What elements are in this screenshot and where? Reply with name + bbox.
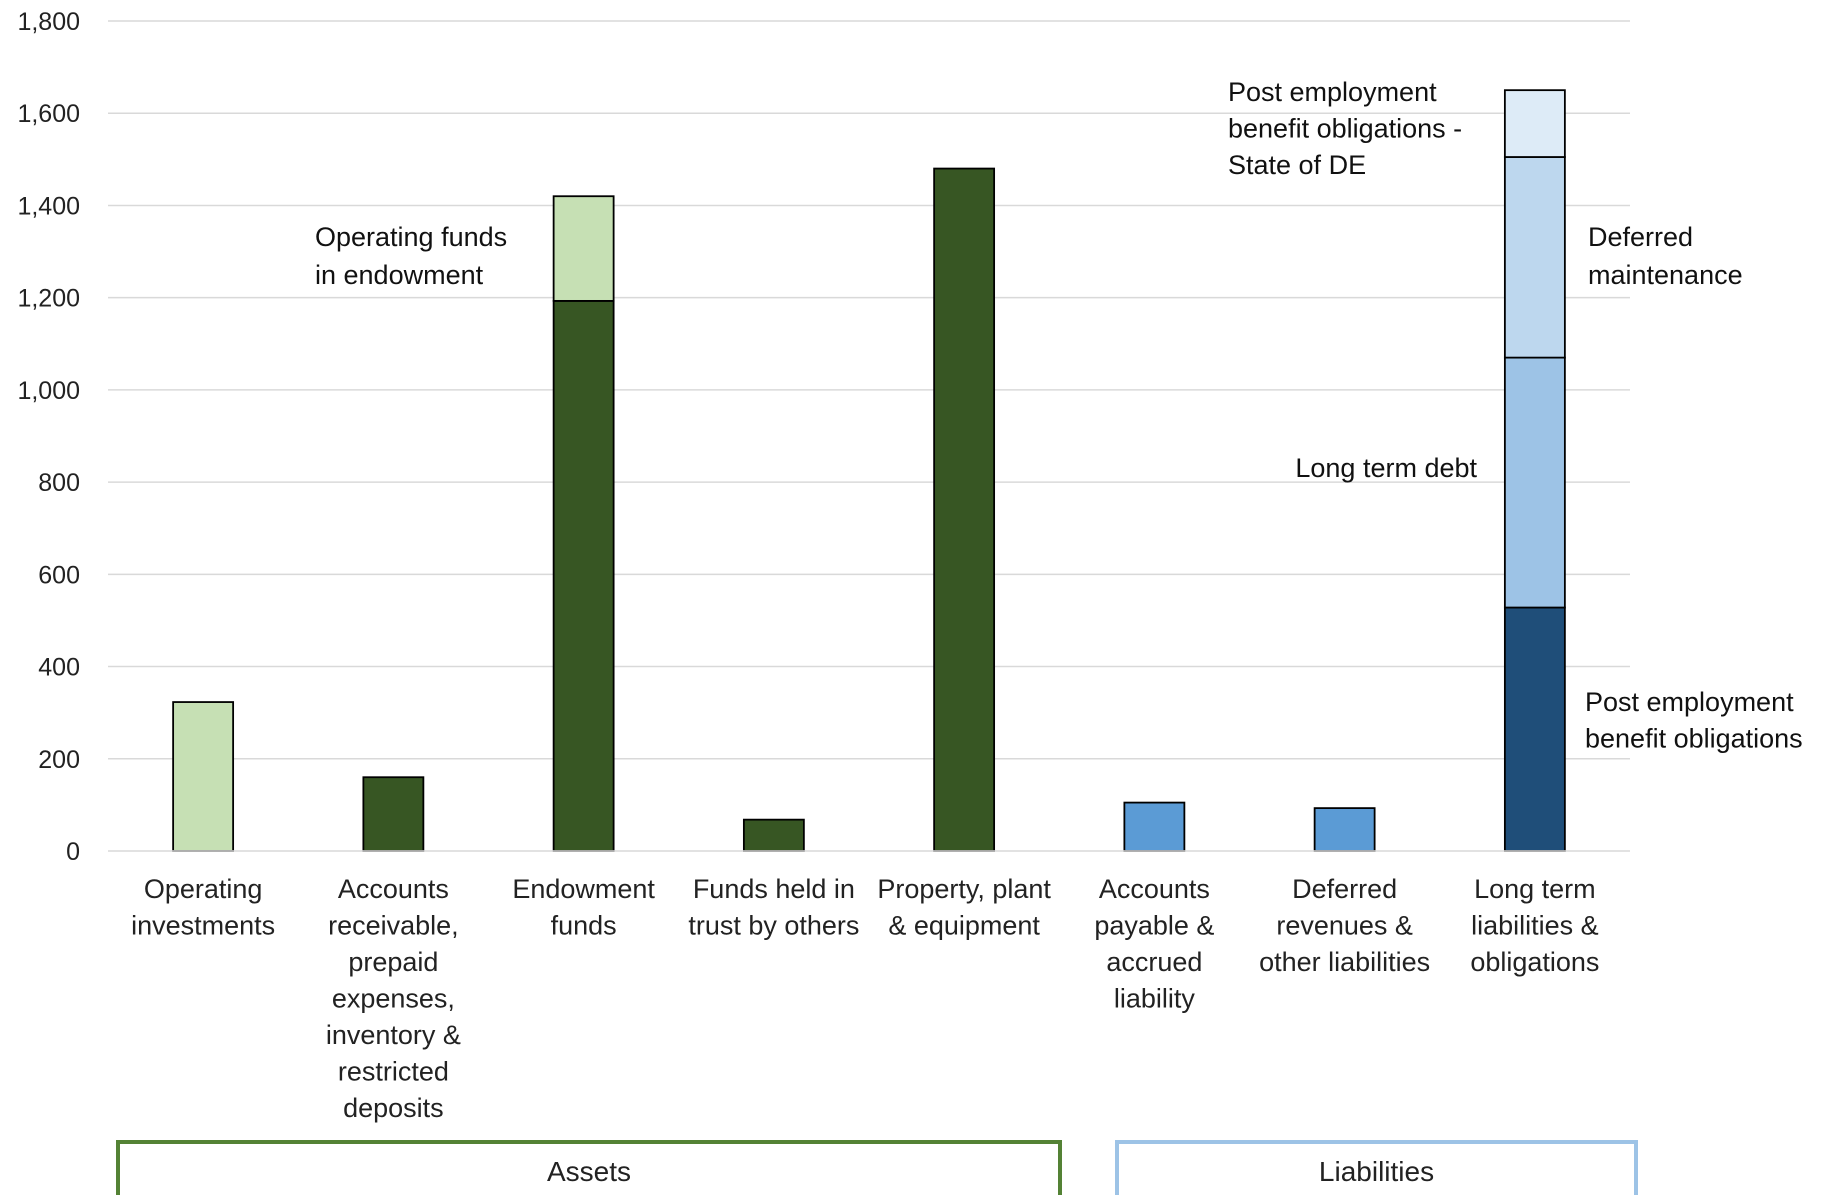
bar-segment bbox=[1313, 807, 1376, 852]
group-label: Liabilities bbox=[1319, 1156, 1434, 1187]
bar-stack bbox=[552, 195, 615, 852]
bar-stack bbox=[1313, 807, 1376, 852]
bar-segment bbox=[1123, 801, 1186, 852]
x-category-label: Funds held in trust by others bbox=[688, 874, 859, 941]
x-category-label: Long term liabilities & obligations bbox=[1470, 874, 1599, 977]
bar-segment bbox=[552, 299, 615, 852]
x-axis: Operating investments Accounts receivable, p… bbox=[131, 874, 1599, 1123]
gridlines bbox=[108, 20, 1630, 760]
group-box: Assets bbox=[116, 1140, 1062, 1195]
y-tick-label: 1,200 bbox=[17, 285, 80, 313]
annotation-label: Deferred maintenance bbox=[1588, 222, 1743, 290]
y-tick-label: 1,800 bbox=[17, 8, 80, 36]
group-boxes: Assets Liabilities bbox=[116, 1140, 1638, 1195]
annotations: Operating funds in endowment Post employme… bbox=[315, 77, 1803, 754]
y-tick-label: 600 bbox=[38, 561, 80, 589]
x-category-label: Deferred revenues & other liabilities bbox=[1259, 874, 1430, 977]
bar-segment bbox=[1503, 356, 1566, 609]
bar-stack bbox=[1503, 89, 1566, 852]
bar-stack bbox=[172, 701, 235, 852]
y-tick-label: 400 bbox=[38, 654, 80, 682]
y-tick-label: 1,000 bbox=[17, 377, 80, 405]
y-axis: 0 200 400 600 800 1,000 1,200 1,400 1,600 1,800 bbox=[17, 8, 80, 866]
bar-segment bbox=[552, 195, 615, 302]
y-tick-label: 0 bbox=[66, 838, 80, 866]
bar-segment bbox=[362, 776, 425, 852]
bar-stack bbox=[933, 167, 996, 852]
annotation-label: Post employment benefit obligations -Stat… bbox=[1228, 77, 1462, 180]
group-box-frame bbox=[116, 1140, 1062, 1195]
bar-segment bbox=[1503, 156, 1566, 359]
bar-stack bbox=[1123, 801, 1186, 852]
group-box: Liabilities bbox=[1115, 1140, 1638, 1195]
bar-segment bbox=[1503, 606, 1566, 852]
y-tick-label: 1,600 bbox=[17, 100, 80, 128]
annotation-label: Operating funds in endowment bbox=[315, 222, 507, 290]
group-label: Assets bbox=[547, 1156, 631, 1187]
annotation-label: Post employment benefit obligations bbox=[1585, 687, 1803, 754]
y-tick-label: 1,400 bbox=[17, 192, 80, 220]
x-category-label: Accounts payable & accrued liability bbox=[1094, 874, 1214, 1014]
bar-segment bbox=[1503, 89, 1566, 158]
bar-stack bbox=[742, 818, 805, 852]
x-category-label: Operating investments bbox=[131, 874, 275, 941]
annotation-label: Long term debt bbox=[1295, 453, 1477, 483]
bar-stack bbox=[362, 776, 425, 852]
y-tick-label: 800 bbox=[38, 469, 80, 497]
x-category-label: Property, plant & equipment bbox=[877, 874, 1051, 941]
bar-segment bbox=[172, 701, 235, 852]
bar-segment bbox=[742, 818, 805, 852]
x-category-label: Accounts receivable, prepaid expenses, inven… bbox=[326, 874, 461, 1123]
group-box-frame bbox=[1115, 1140, 1638, 1195]
y-tick-label: 200 bbox=[38, 746, 80, 774]
bars bbox=[172, 89, 1566, 852]
bar-segment bbox=[933, 167, 996, 852]
x-category-label: Endowment funds bbox=[512, 874, 655, 941]
